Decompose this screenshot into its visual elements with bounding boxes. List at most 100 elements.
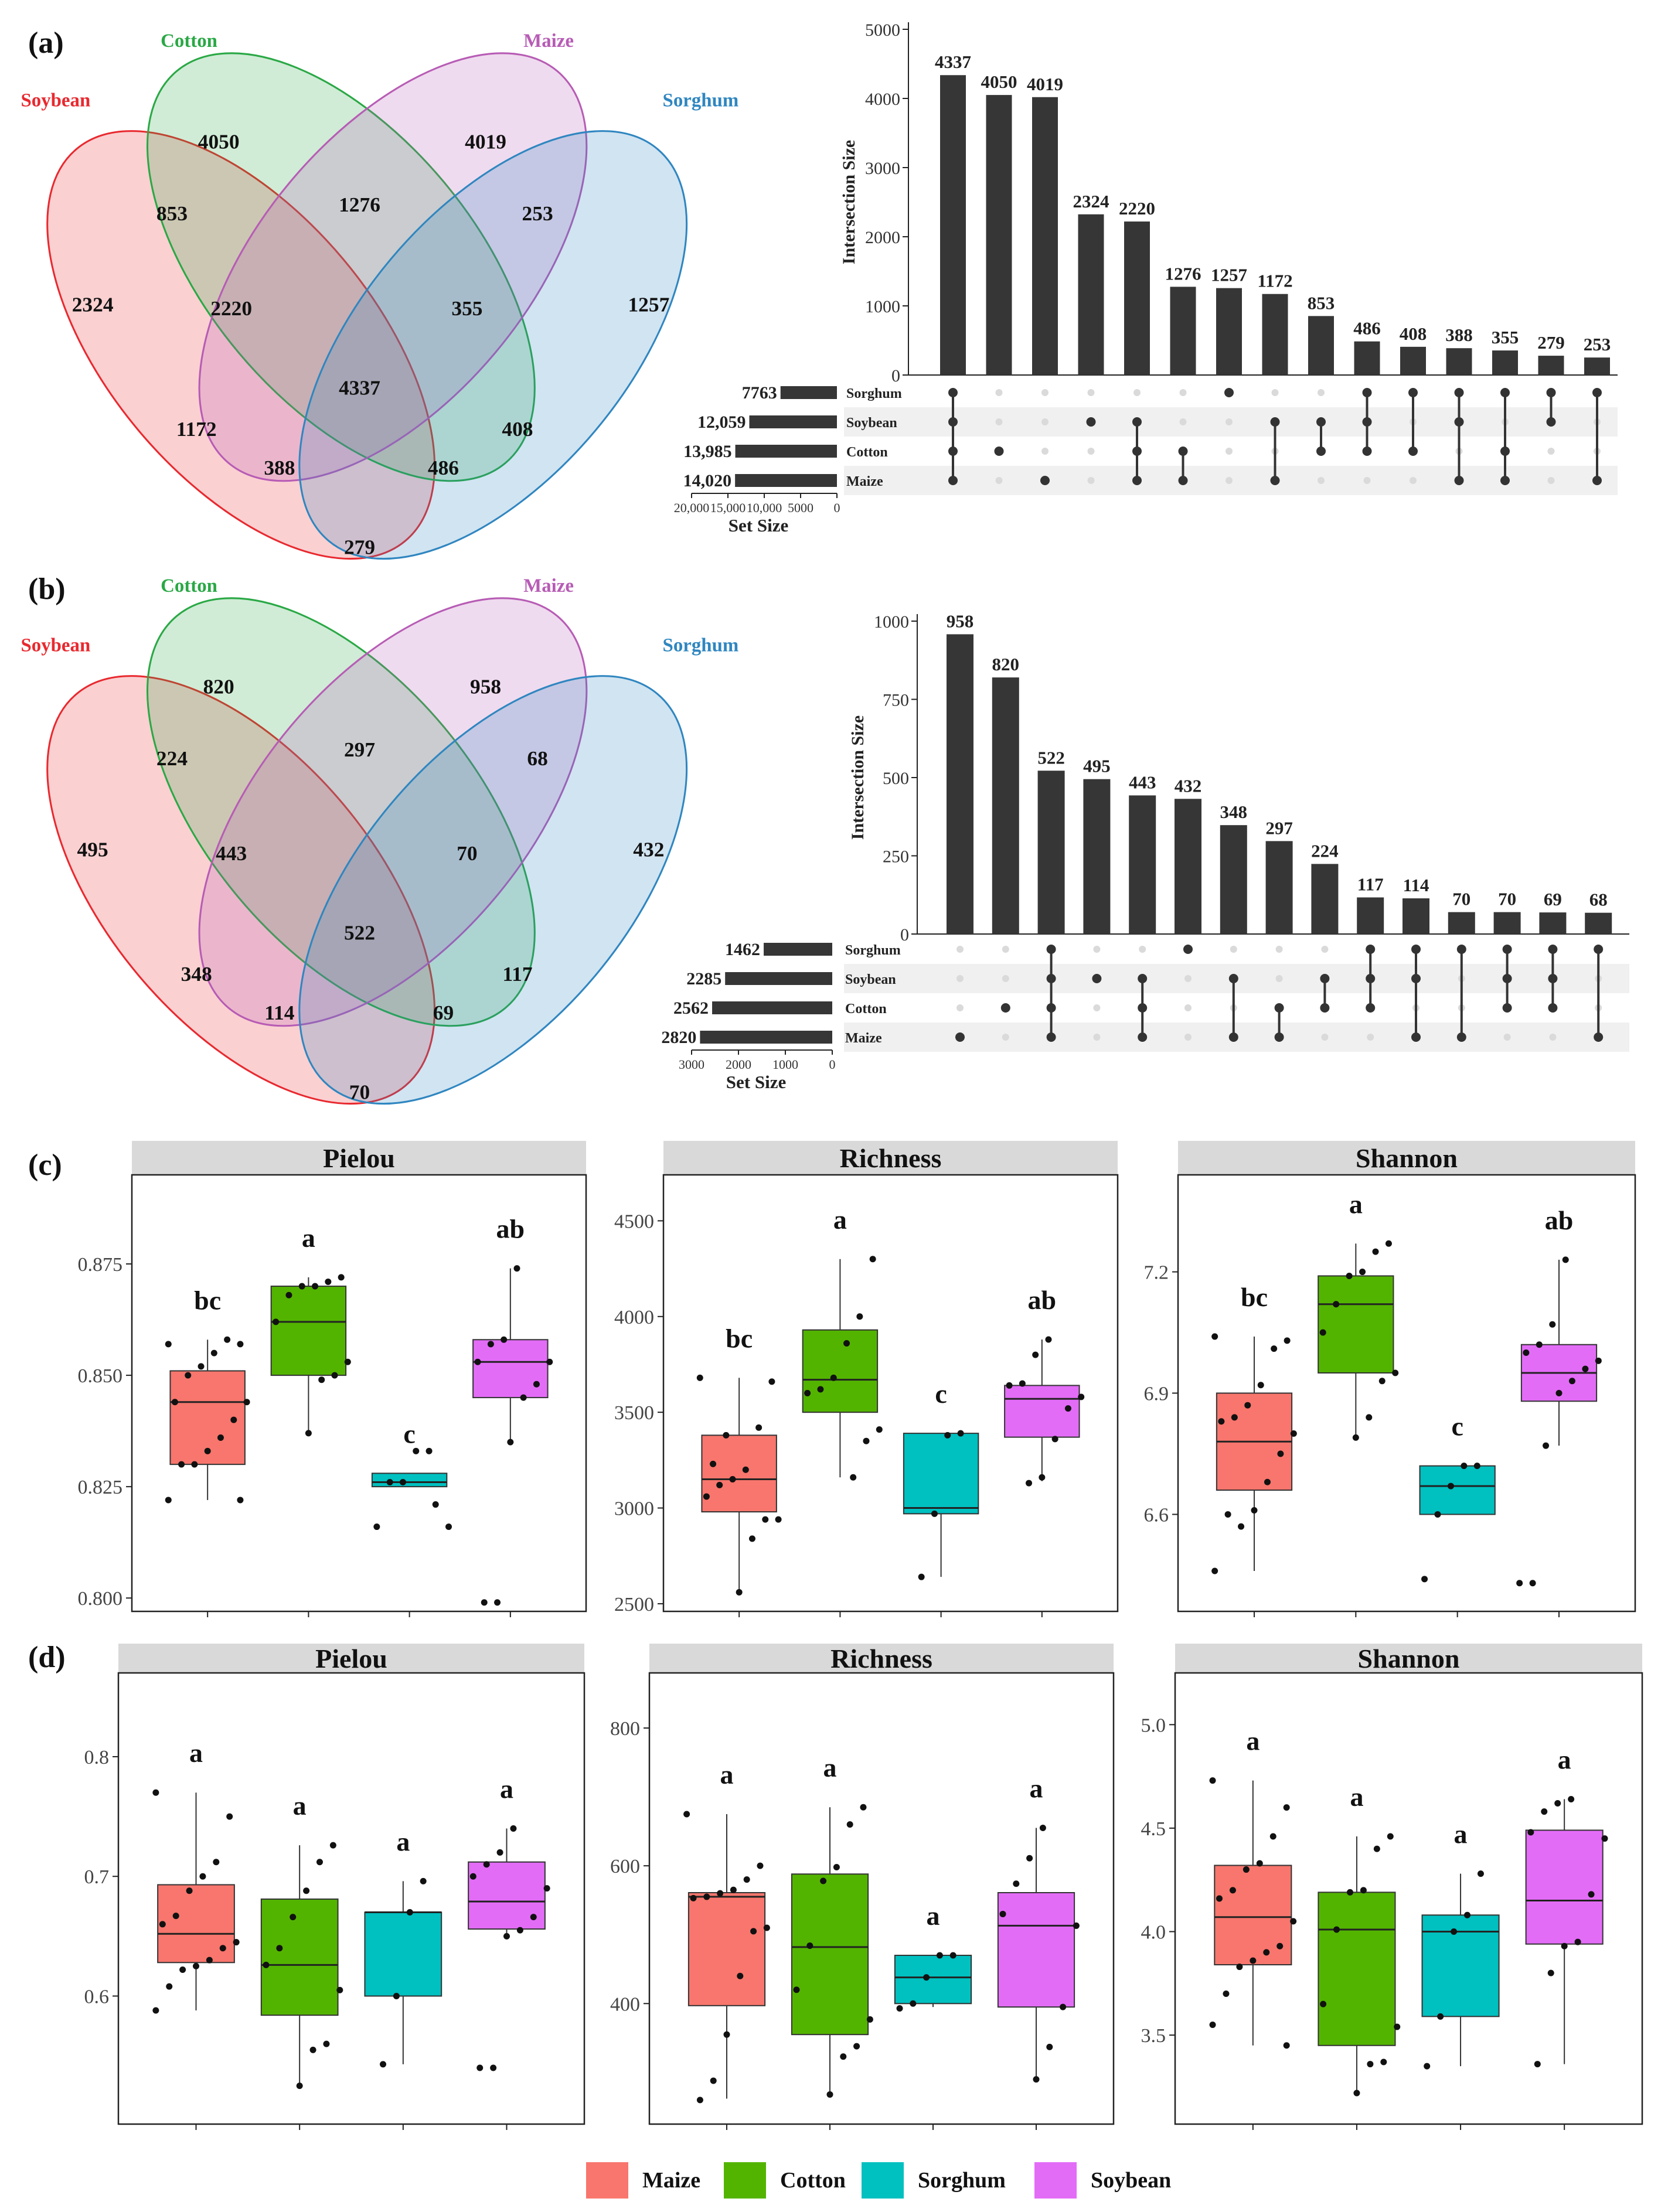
data-point	[237, 1341, 244, 1348]
upset-bar	[1175, 799, 1201, 934]
data-point	[193, 1962, 199, 1969]
venn-set-label-soybean: Soybean	[21, 90, 90, 111]
data-point	[309, 2046, 316, 2053]
data-point	[690, 1894, 697, 1901]
data-point	[717, 1890, 724, 1897]
data-point	[1243, 1866, 1250, 1873]
significance-letter: a	[1246, 1726, 1259, 1756]
significance-letter: c	[1451, 1412, 1463, 1441]
data-point	[846, 1821, 853, 1828]
upset-dot-inactive	[995, 418, 1003, 425]
upset-dot-active	[1224, 388, 1234, 397]
venn-region-value: 408	[502, 417, 533, 441]
legend-label-maize: Maize	[642, 2168, 700, 2193]
upset-bar	[1032, 97, 1058, 375]
data-point	[723, 1432, 730, 1439]
data-point	[742, 1466, 749, 1473]
data-point	[237, 1497, 244, 1504]
data-point	[1421, 1576, 1428, 1583]
set-size-bar	[749, 415, 837, 428]
box-cotton	[260, 1899, 339, 2016]
data-point	[1434, 1511, 1441, 1518]
data-point	[1223, 1990, 1230, 1997]
upset-bar-label: 486	[1353, 318, 1381, 339]
data-point	[696, 2097, 703, 2104]
data-point	[1451, 1928, 1458, 1935]
significance-letter: a	[833, 1205, 847, 1235]
y-tick-label: 6.6	[1144, 1504, 1169, 1526]
box-maize	[1214, 1865, 1292, 1966]
set-size-bar	[764, 943, 832, 956]
data-point	[1276, 1942, 1284, 1949]
set-size-label: 2285	[686, 969, 721, 989]
venn-region-value: 297	[344, 738, 375, 761]
data-point	[1473, 1463, 1480, 1470]
upset-dot-inactive	[1041, 389, 1049, 396]
data-point	[533, 1381, 540, 1388]
upset-y-axis-title: Intersection Size	[848, 715, 867, 840]
data-point	[1218, 1418, 1225, 1425]
upset-bar-label: 1276	[1165, 263, 1201, 284]
upset-dot-inactive	[995, 477, 1003, 484]
data-point	[1360, 1887, 1367, 1894]
data-point	[833, 1864, 840, 1871]
significance-letter: c	[403, 1419, 415, 1448]
y-tick-label: 0.825	[78, 1477, 123, 1498]
y-tick-label: 3500	[614, 1402, 654, 1424]
upset-bar	[1448, 912, 1475, 934]
data-point	[860, 1804, 867, 1811]
set-size-tick-label: 2000	[726, 1057, 751, 1072]
data-point	[380, 2061, 387, 2068]
upset-bar-label: 2324	[1073, 191, 1109, 212]
box-soybean	[997, 1892, 1075, 2008]
data-point	[1353, 2090, 1360, 2097]
upset-dot-inactive	[1230, 946, 1237, 953]
data-point	[476, 2064, 484, 2071]
data-point	[1290, 1918, 1297, 1925]
venn-region-value: 2220	[210, 296, 252, 320]
data-point	[213, 1859, 220, 1866]
data-point	[1437, 2013, 1444, 2020]
venn-set-label-sorghum: Sorghum	[663, 90, 739, 111]
upset-bar	[1493, 912, 1521, 934]
data-point	[763, 1924, 770, 1931]
upset-dot-inactive	[1271, 389, 1279, 396]
data-point	[1238, 1523, 1245, 1530]
set-size-tick-label: 10,000	[747, 500, 782, 515]
data-point	[1534, 2061, 1541, 2068]
data-point	[1378, 1378, 1386, 1385]
significance-letter: ab	[1028, 1285, 1057, 1315]
upset-bar	[1538, 356, 1564, 375]
data-point	[936, 1952, 943, 1959]
upset-y-tick-label: 750	[883, 691, 909, 710]
boxplot-panel-c_richness: Richness 2500 3000 3500 4000 4500 bc a c ab	[614, 1141, 1119, 1617]
data-point	[1588, 1891, 1595, 1898]
facet-strip	[132, 1141, 586, 1175]
data-point	[1284, 1337, 1291, 1344]
data-point	[1045, 1336, 1052, 1343]
box-soybean	[472, 1339, 549, 1399]
upset-bar	[1400, 346, 1426, 375]
legend-label-cotton: Cotton	[780, 2168, 846, 2193]
upset-y-tick-label: 0	[900, 925, 909, 945]
set-size-label: 2562	[673, 998, 709, 1018]
venn-region-value: 388	[264, 456, 295, 479]
data-point	[406, 1908, 413, 1916]
upset-bar	[1354, 341, 1380, 375]
data-point	[737, 1972, 744, 1979]
upset-bar	[992, 677, 1019, 934]
venn-region-value: 70	[349, 1080, 370, 1103]
data-point	[840, 2053, 847, 2060]
set-size-tick-label: 0	[834, 500, 840, 515]
data-point	[696, 1374, 703, 1381]
venn-set-label-soybean: Soybean	[21, 635, 90, 656]
y-tick-label: 0.800	[78, 1588, 123, 1610]
data-point	[198, 1363, 205, 1370]
box-soybean	[1525, 1829, 1604, 1945]
y-tick-label: 800	[610, 1718, 640, 1740]
upset-bar	[1585, 912, 1612, 934]
data-point	[318, 1376, 325, 1383]
data-point	[178, 1461, 185, 1468]
data-point	[152, 2007, 159, 2014]
set-size-title: Set Size	[726, 1072, 786, 1092]
